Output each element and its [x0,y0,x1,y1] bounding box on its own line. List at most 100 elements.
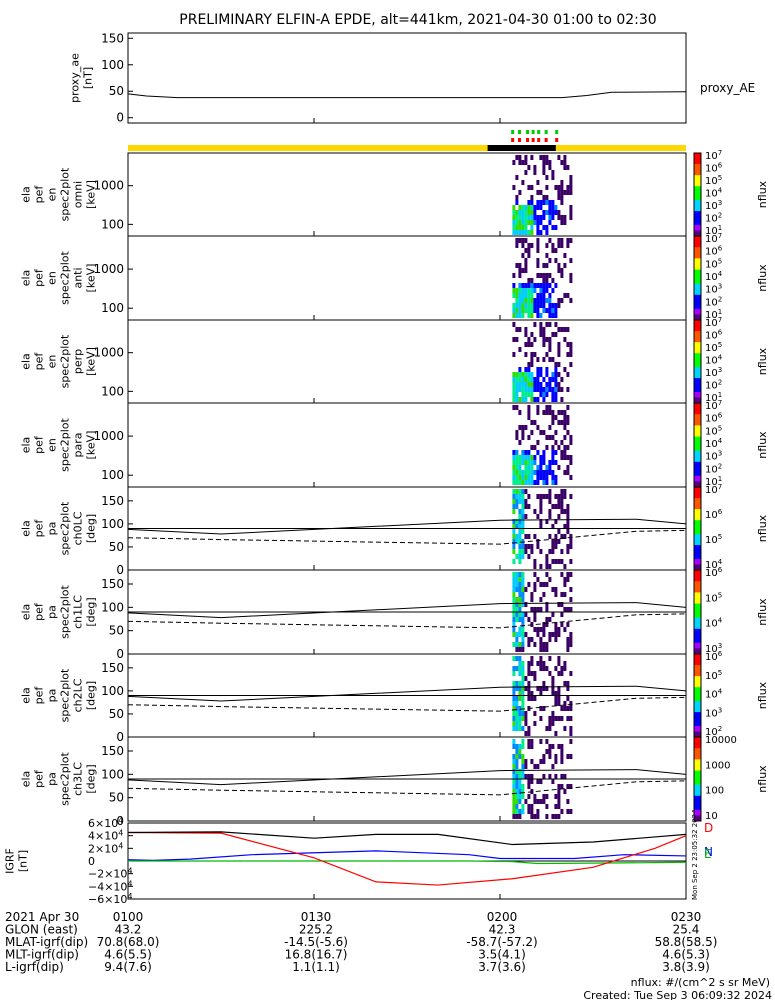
omni-energy-flux-cell [512,210,516,215]
ch1LC-pitch-flux-cell [569,642,573,647]
perp-energy-colorbar-label: nflux [756,347,769,375]
para-energy-flux-cell [527,405,531,410]
ch0LC-pitch-flux-cell [551,524,555,529]
ch2LC-pitch-colorbar-tick: 106 [705,650,723,663]
ch2LC-pitch-flux-cell [557,696,561,701]
ch3LC-pitch-flux-cell [542,759,546,764]
ch1LC-pitch-flux-cell [518,647,522,652]
anti-energy-flux-cell [533,283,537,288]
ch2LC-pitch-flux-cell [551,711,555,716]
ch2LC-pitch-flux-cell [533,711,537,716]
ch0LC-pitch-flux-cell [563,534,567,539]
anti-energy-flux-cell [530,308,534,313]
para-energy-flux-cell [524,470,528,475]
para-energy-flux-cell [530,455,534,460]
perp-energy-flux-cell [527,362,531,367]
omni-energy-flux-cell [542,210,546,215]
ch2LC-pitch-flux-cell [524,731,528,736]
ch3LC-pitch-flux-cell [527,744,531,749]
ch0LC-pitch-colorbar-cell [694,550,701,554]
ch1LC-pitch-colorbar-cell [694,631,701,635]
ch1LC-pitch-colorbar-cell [694,612,701,616]
anti-energy-flux-cell [551,278,555,283]
omni-energy-colorbar-cell [694,166,701,171]
ch0LC-pitch-flux-cell [512,519,516,524]
ch2LC-pitch-flux-cell [542,686,546,691]
omni-energy-flux-cell [515,175,519,180]
perp-energy-ylabel: perp [72,349,85,374]
ch1LC-pitch-colorbar-cell [694,640,701,644]
ch2LC-pitch-flux-cell [542,706,546,711]
ch1LC-pitch-flux-cell [557,602,561,607]
ch2LC-pitch-colorbar-cell [694,659,701,663]
ch2LC-pitch-flux-cell [563,706,567,711]
omni-energy-flux-cell [518,205,522,210]
ch3LC-pitch-flux-cell [512,739,516,744]
ch0LC-pitch-flux-cell [512,494,516,499]
anti-energy-flux-cell [527,278,531,283]
para-energy-flux-cell [515,465,519,470]
ch0LC-pitch-flux-cell [524,489,528,494]
anti-energy-colorbar-cell [694,272,701,276]
ch0LC-pitch-flux-cell [515,534,519,539]
ch2LC-pitch-flux-cell [512,671,516,676]
ch1LC-pitch-flux-cell [512,572,516,577]
ch1LC-pitch-flux-cell [569,572,573,577]
para-energy-flux-cell [527,480,531,485]
perp-energy-flux-cell [527,342,531,347]
para-energy-flux-cell [536,405,540,410]
ch1LC-pitch-flux-cell [515,587,519,592]
ch0LC-pitch-flux-cell [527,534,531,539]
para-energy-flux-cell [512,475,516,480]
ch0LC-pitch-flux-cell [539,564,543,569]
ch1LC-pitch-flux-cell [518,612,522,617]
ch0LC-pitch-flux-cell [563,564,567,569]
ch1LC-pitch-colorbar-cell [694,575,701,579]
ch3LC-pitch-flux-cell [566,754,570,759]
omni-energy-flux-cell [548,215,552,220]
igrf-ytick-label: 4×104 [88,829,123,843]
ch2LC-pitch-flux-cell [551,686,555,691]
anti-energy-flux-cell [518,273,522,278]
ch2LC-pitch-colorbar-cell [694,720,701,724]
omni-energy-flux-cell [557,210,561,215]
para-energy-flux-cell [539,465,543,470]
omni-energy-ylabel: spec2plot [59,167,72,221]
anti-energy-flux-cell [530,278,534,283]
omni-energy-colorbar-cell [694,175,701,179]
para-energy-flux-cell [521,435,525,440]
ch2LC-pitch-flux-cell [539,691,543,696]
perp-energy-flux-cell [545,387,549,392]
ch2LC-pitch-losscone-upper [127,685,687,702]
omni-energy-flux-cell [545,230,549,235]
ch0LC-pitch-flux-cell [518,514,522,519]
para-energy-flux-cell [536,440,540,445]
ch0LC-pitch-flux-cell [560,509,564,514]
omni-energy-colorbar-tick: 107 [705,149,722,162]
ch1LC-pitch-flux-cell [512,602,516,607]
ch3LC-pitch-flux-cell [527,739,531,744]
orbit-bar [128,145,686,151]
para-energy-flux-cell [533,470,537,475]
ch1LC-pitch-colorbar-cell [694,642,701,647]
ch1LC-pitch-flux-cell [557,632,561,637]
anti-energy-flux-cell [539,293,543,298]
para-energy-flux-cell [569,440,573,445]
omni-energy-flux-cell [560,215,564,220]
ch0LC-pitch-flux-cell [512,539,516,544]
para-energy-flux-cell [563,415,567,420]
para-energy-flux-cell [524,475,528,480]
para-energy-flux-cell [533,460,537,465]
ch1LC-pitch-losscone-lower [127,613,687,629]
ch1LC-pitch-flux-cell [569,637,573,642]
ch3LC-pitch-flux-cell [560,744,564,749]
ch1LC-pitch-flux-cell [566,642,570,647]
ch0LC-pitch-flux-cell [530,549,534,554]
perp-energy-flux-cell [545,337,549,342]
ch0LC-pitch-flux-cell [521,499,525,504]
ch3LC-pitch-flux-cell [527,774,531,779]
para-energy-flux-cell [515,475,519,480]
perp-energy-flux-cell [545,372,549,377]
ch3LC-pitch-colorbar-cell [694,809,701,814]
para-energy-flux-cell [548,465,552,470]
